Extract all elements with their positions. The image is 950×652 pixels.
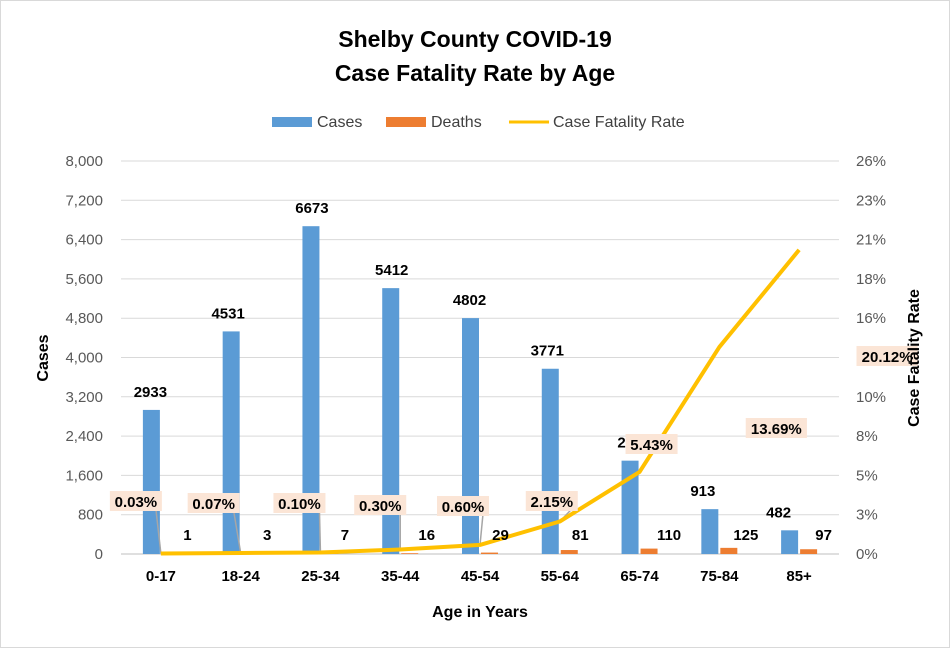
legend-label-deaths: Deaths (431, 114, 482, 131)
x-axis-ticks: 0-17 18-24 25-34 35-44 45-54 55-64 65-74 75-84 8… (146, 568, 812, 585)
cfr-data-label: 0.10% (278, 496, 321, 513)
y2-tick-label: 21% (856, 232, 886, 249)
x-tick-label: 18-24 (221, 568, 260, 585)
x-tick-label: 65-74 (620, 568, 659, 585)
cfr-data-label: 0.07% (192, 496, 235, 513)
x-tick-label: 45-54 (461, 568, 500, 585)
y-tick-label: 0 (95, 546, 103, 563)
deaths-data-label: 1 (183, 527, 191, 544)
deaths-data-label: 81 (572, 527, 589, 544)
cfr-label-leader (319, 511, 320, 552)
cfr-label-leader (480, 514, 483, 545)
deaths-bar (641, 549, 658, 554)
x-tick-label: 35-44 (381, 568, 420, 585)
deaths-data-label: 16 (418, 527, 435, 544)
y2-tick-label: 5% (856, 467, 878, 484)
cases-data-label: 6673 (295, 200, 328, 217)
chart-title: Shelby County COVID-19 (338, 26, 611, 52)
y2-tick-label: 26% (856, 153, 886, 170)
cfr-data-label: 0.03% (115, 494, 158, 511)
x-tick-label: 25-34 (301, 568, 340, 585)
y2-tick-label: 10% (856, 389, 886, 406)
chart-subtitle: Case Fatality Rate by Age (335, 60, 615, 86)
y-tick-label: 8,000 (65, 153, 103, 170)
y-tick-label: 4,000 (65, 350, 103, 367)
cases-data-label: 4802 (453, 292, 486, 309)
y-tick-label: 1,600 (65, 467, 103, 484)
y2-tick-label: 16% (856, 310, 886, 327)
cfr-data-label: 0.60% (442, 499, 485, 516)
x-axis-title: Age in Years (432, 604, 528, 621)
deaths-data-label: 7 (341, 527, 349, 544)
cases-data-label: 3771 (531, 343, 564, 360)
y2-tick-label: 23% (856, 192, 886, 209)
y2-tick-label: 8% (856, 428, 878, 445)
deaths-bar (720, 548, 737, 554)
deaths-bar (401, 553, 418, 554)
y2-tick-label: 18% (856, 271, 886, 288)
cases-data-label: 2933 (134, 384, 167, 401)
deaths-data-label: 110 (657, 527, 681, 544)
y-axis-title: Cases (35, 334, 52, 381)
cases-bar (701, 509, 718, 554)
cases-data-label: 4531 (211, 305, 244, 322)
legend-swatch-cases (272, 117, 312, 127)
x-tick-label: 0-17 (146, 568, 176, 585)
cases-data-label: 482 (766, 504, 791, 521)
deaths-data-label: 125 (733, 527, 758, 544)
cfr-data-label: 20.12% (862, 349, 913, 366)
legend: Cases Deaths Case Fatality Rate (272, 114, 685, 131)
legend-label-cases: Cases (317, 114, 362, 131)
cases-bar (781, 530, 798, 554)
y-tick-label: 5,600 (65, 271, 103, 288)
cases-data-label: 5412 (375, 262, 408, 279)
label-leader-lines (156, 509, 572, 554)
cases-data-label: 913 (690, 483, 715, 500)
deaths-data-label: 97 (815, 527, 832, 544)
cfr-data-label: 2.15% (531, 494, 574, 511)
cfr-data-label: 5.43% (630, 437, 673, 454)
y-tick-label: 7,200 (65, 192, 103, 209)
y2-axis-title: Case Fatality Rate (906, 289, 923, 427)
legend-label-cfr: Case Fatality Rate (553, 114, 685, 131)
deaths-data-label: 3 (263, 527, 271, 544)
y2-tick-label: 0% (856, 546, 878, 563)
y-tick-label: 6,400 (65, 232, 103, 249)
cases-bar (223, 331, 240, 554)
cases-bar (462, 318, 479, 554)
cfr-data-label: 13.69% (751, 421, 802, 438)
y-tick-label: 2,400 (65, 428, 103, 445)
deaths-data-label: 29 (492, 527, 509, 544)
cfr-data-label: 0.30% (359, 498, 402, 515)
deaths-bar (561, 550, 578, 554)
y-tick-label: 800 (78, 507, 103, 524)
deaths-bar (800, 549, 817, 554)
y-tick-label: 4,800 (65, 310, 103, 327)
y-axis-ticks: 0 800 1,600 2,400 3,200 4,000 4,800 5,600 6,400 7… (65, 153, 103, 563)
x-tick-label: 55-64 (541, 568, 580, 585)
legend-swatch-deaths (386, 117, 426, 127)
cases-bar (143, 410, 160, 554)
y-tick-label: 3,200 (65, 389, 103, 406)
deaths-bar (481, 553, 498, 554)
y2-tick-label: 3% (856, 507, 878, 524)
x-tick-label: 85+ (786, 568, 812, 585)
x-tick-label: 75-84 (700, 568, 739, 585)
